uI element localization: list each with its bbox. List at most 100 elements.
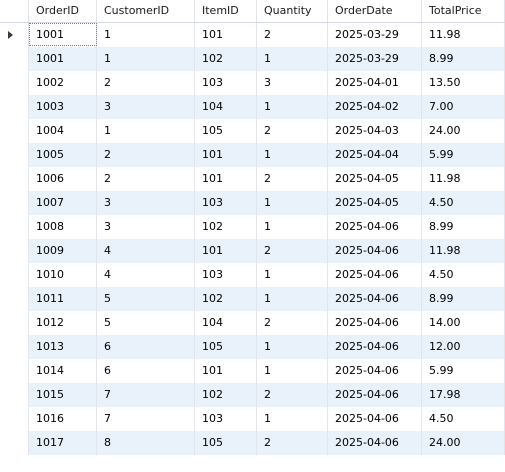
cell-totalprice[interactable]: 11.98: [422, 23, 505, 47]
cell-totalprice[interactable]: 13.50: [422, 71, 505, 95]
cell-orderid[interactable]: 1017: [29, 431, 97, 455]
table-row[interactable]: 1017 8 105 2 2025-04-06 24.00: [0, 431, 505, 455]
cell-itemid[interactable]: 103: [195, 407, 257, 431]
table-row[interactable]: 1007 3 103 1 2025-04-05 4.50: [0, 191, 505, 215]
cell-orderid[interactable]: 1016: [29, 407, 97, 431]
cell-orderdate[interactable]: 2025-04-06: [328, 311, 422, 335]
table-row[interactable]: 1006 2 101 2 2025-04-05 11.98: [0, 167, 505, 191]
cell-orderdate[interactable]: 2025-04-06: [328, 407, 422, 431]
table-row[interactable]: 1012 5 104 2 2025-04-06 14.00: [0, 311, 505, 335]
cell-customerid[interactable]: 3: [97, 95, 195, 119]
cell-customerid[interactable]: 3: [97, 191, 195, 215]
cell-orderdate[interactable]: 2025-04-04: [328, 143, 422, 167]
cell-orderdate[interactable]: 2025-04-06: [328, 287, 422, 311]
cell-orderdate[interactable]: 2025-03-29: [328, 47, 422, 71]
row-selector[interactable]: [0, 383, 29, 407]
cell-quantity[interactable]: 2: [257, 167, 328, 191]
cell-orderdate[interactable]: 2025-04-06: [328, 431, 422, 455]
cell-itemid[interactable]: 103: [195, 71, 257, 95]
cell-itemid[interactable]: 102: [195, 383, 257, 407]
cell-itemid[interactable]: 101: [195, 23, 257, 47]
cell-totalprice[interactable]: 5.99: [422, 143, 505, 167]
cell-quantity[interactable]: 1: [257, 359, 328, 383]
cell-quantity[interactable]: 2: [257, 383, 328, 407]
cell-orderid[interactable]: 1003: [29, 95, 97, 119]
row-selector[interactable]: [0, 143, 29, 167]
cell-totalprice[interactable]: 11.98: [422, 167, 505, 191]
cell-orderid[interactable]: 1009: [29, 239, 97, 263]
cell-customerid[interactable]: 5: [97, 287, 195, 311]
cell-totalprice[interactable]: 8.99: [422, 215, 505, 239]
cell-itemid[interactable]: 103: [195, 263, 257, 287]
row-selector-header[interactable]: [0, 0, 29, 22]
cell-totalprice[interactable]: 8.99: [422, 287, 505, 311]
cell-itemid[interactable]: 101: [195, 359, 257, 383]
cell-orderdate[interactable]: 2025-04-06: [328, 263, 422, 287]
table-row[interactable]: 1013 6 105 1 2025-04-06 12.00: [0, 335, 505, 359]
cell-totalprice[interactable]: 14.00: [422, 311, 505, 335]
column-header-orderdate[interactable]: OrderDate: [328, 0, 422, 22]
cell-totalprice[interactable]: 4.50: [422, 407, 505, 431]
row-selector[interactable]: [0, 287, 29, 311]
cell-itemid[interactable]: 101: [195, 239, 257, 263]
cell-quantity[interactable]: 1: [257, 335, 328, 359]
row-selector[interactable]: [0, 263, 29, 287]
cell-customerid[interactable]: 6: [97, 359, 195, 383]
cell-orderdate[interactable]: 2025-04-06: [328, 215, 422, 239]
cell-itemid[interactable]: 105: [195, 431, 257, 455]
cell-itemid[interactable]: 104: [195, 311, 257, 335]
cell-orderid[interactable]: 1013: [29, 335, 97, 359]
table-row[interactable]: 1010 4 103 1 2025-04-06 4.50: [0, 263, 505, 287]
table-row[interactable]: 1016 7 103 1 2025-04-06 4.50: [0, 407, 505, 431]
cell-orderid[interactable]: 1002: [29, 71, 97, 95]
column-header-orderid[interactable]: OrderID: [29, 0, 97, 22]
cell-quantity[interactable]: 1: [257, 47, 328, 71]
cell-totalprice[interactable]: 24.00: [422, 119, 505, 143]
cell-customerid[interactable]: 6: [97, 335, 195, 359]
cell-quantity[interactable]: 3: [257, 71, 328, 95]
row-selector[interactable]: [0, 119, 29, 143]
cell-orderid[interactable]: 1012: [29, 311, 97, 335]
cell-orderdate[interactable]: 2025-03-29: [328, 23, 422, 47]
row-selector[interactable]: [0, 95, 29, 119]
row-selector[interactable]: [0, 71, 29, 95]
cell-totalprice[interactable]: 12.00: [422, 335, 505, 359]
cell-itemid[interactable]: 102: [195, 287, 257, 311]
table-row[interactable]: 1001 1 102 1 2025-03-29 8.99: [0, 47, 505, 71]
cell-itemid[interactable]: 101: [195, 143, 257, 167]
cell-customerid[interactable]: 4: [97, 239, 195, 263]
cell-quantity[interactable]: 2: [257, 239, 328, 263]
table-row[interactable]: 1004 1 105 2 2025-04-03 24.00: [0, 119, 505, 143]
cell-orderid[interactable]: 1001: [29, 47, 97, 71]
cell-totalprice[interactable]: 7.00: [422, 95, 505, 119]
cell-totalprice[interactable]: 5.99: [422, 359, 505, 383]
column-header-itemid[interactable]: ItemID: [195, 0, 257, 22]
cell-orderdate[interactable]: 2025-04-06: [328, 335, 422, 359]
cell-customerid[interactable]: 2: [97, 167, 195, 191]
row-selector[interactable]: [0, 215, 29, 239]
row-selector[interactable]: [0, 311, 29, 335]
table-row[interactable]: 1001 1 101 2 2025-03-29 11.98: [0, 23, 505, 47]
row-selector[interactable]: [0, 23, 29, 47]
row-selector[interactable]: [0, 359, 29, 383]
row-selector[interactable]: [0, 335, 29, 359]
column-header-totalprice[interactable]: TotalPrice: [422, 0, 505, 22]
cell-orderid[interactable]: 1015: [29, 383, 97, 407]
cell-itemid[interactable]: 103: [195, 191, 257, 215]
cell-orderid[interactable]: 1010: [29, 263, 97, 287]
cell-customerid[interactable]: 1: [97, 119, 195, 143]
cell-itemid[interactable]: 104: [195, 95, 257, 119]
cell-orderid[interactable]: 1005: [29, 143, 97, 167]
cell-customerid[interactable]: 4: [97, 263, 195, 287]
cell-customerid[interactable]: 5: [97, 311, 195, 335]
cell-orderdate[interactable]: 2025-04-02: [328, 95, 422, 119]
cell-customerid[interactable]: 2: [97, 143, 195, 167]
cell-totalprice[interactable]: 4.50: [422, 191, 505, 215]
cell-itemid[interactable]: 105: [195, 119, 257, 143]
cell-customerid[interactable]: 7: [97, 407, 195, 431]
row-selector[interactable]: [0, 407, 29, 431]
table-row[interactable]: 1002 2 103 3 2025-04-01 13.50: [0, 71, 505, 95]
table-row[interactable]: 1014 6 101 1 2025-04-06 5.99: [0, 359, 505, 383]
cell-totalprice[interactable]: 4.50: [422, 263, 505, 287]
cell-quantity[interactable]: 1: [257, 407, 328, 431]
